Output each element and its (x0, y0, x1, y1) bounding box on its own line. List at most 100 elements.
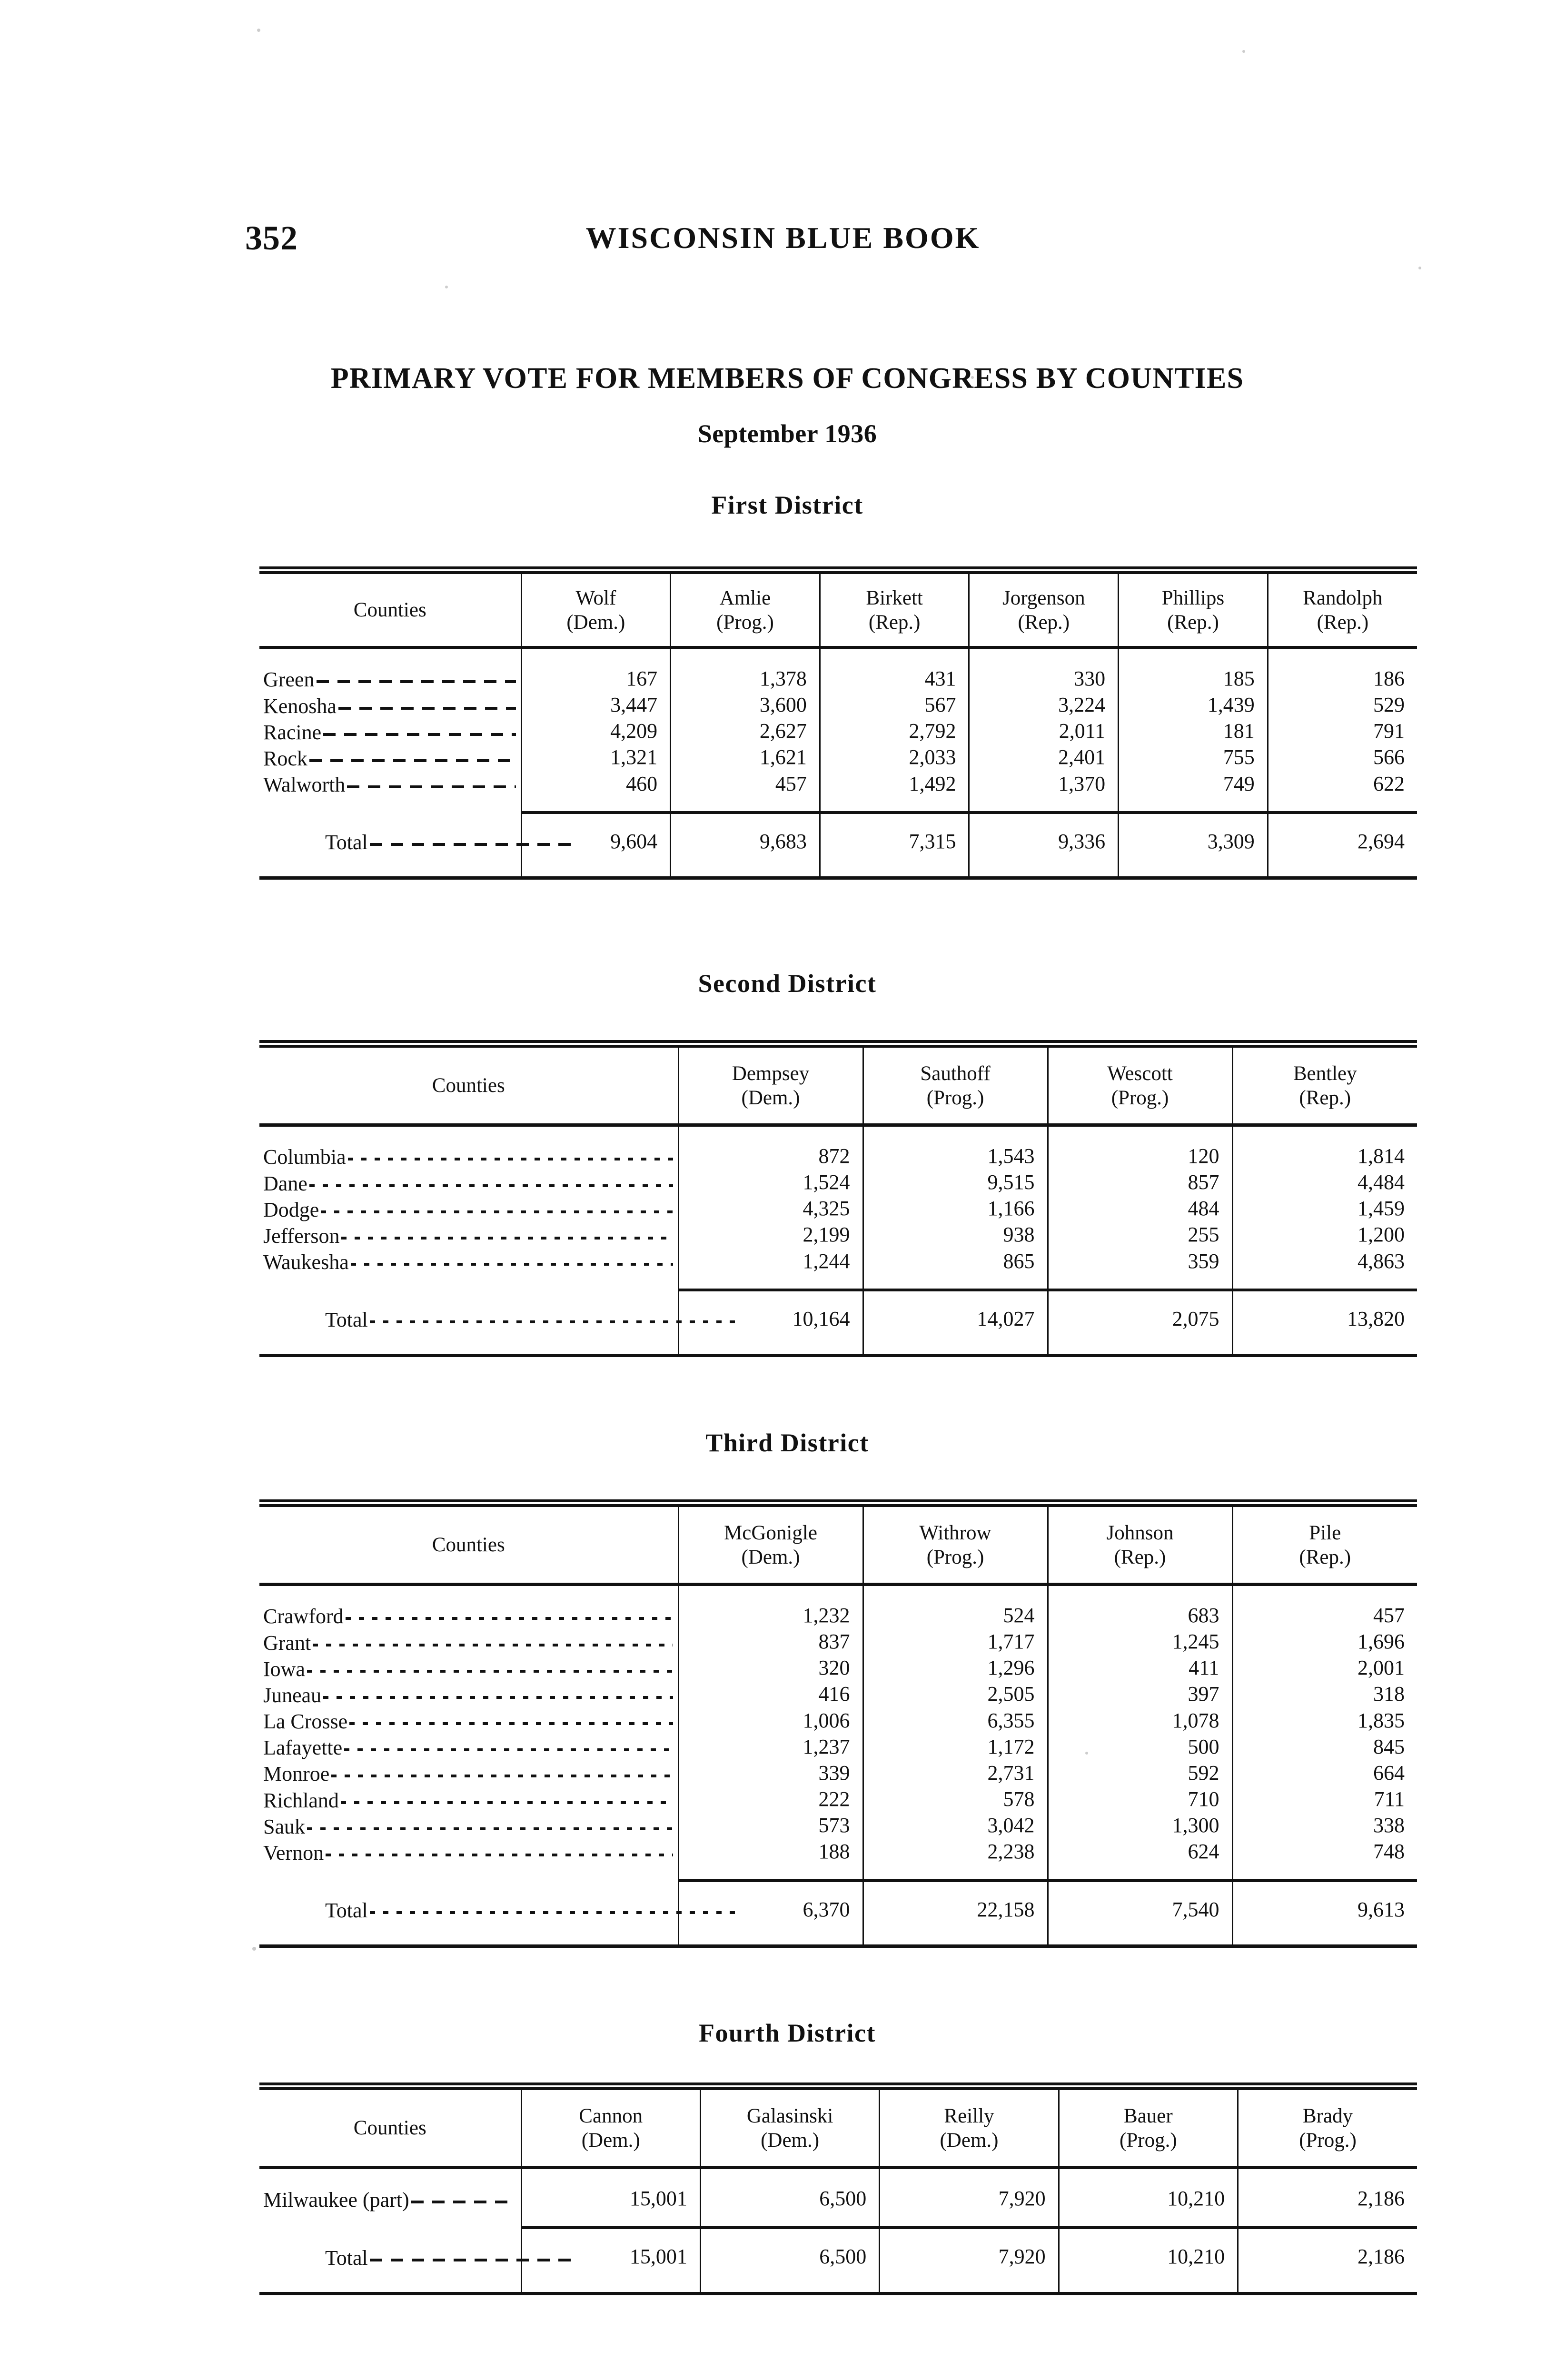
bottom-spacer-row (259, 1923, 1417, 1945)
candidate-name: McGonigle (724, 1522, 817, 1544)
county-name: Kenosha (263, 694, 337, 718)
counties-header-label: Counties (432, 1074, 505, 1097)
vote-cell: 10,210 (1058, 2185, 1238, 2212)
vote-cell: 1,237 (677, 1734, 863, 1760)
leader-dots (347, 1143, 678, 1164)
candidate-party: (Dem.) (761, 2129, 820, 2152)
candidate-party: (Rep.) (868, 611, 921, 634)
vote-cell: 338 (1231, 1812, 1417, 1839)
total-vote-cell: 14,027 (862, 1306, 1048, 1332)
vote-cell: 1,370 (968, 771, 1119, 797)
district-table: Counties Wolf (Dem.) Amlie (Prog.) Birkett (Re… (259, 566, 1417, 880)
leader-dots (369, 2244, 583, 2265)
scan-speck (1242, 50, 1245, 53)
vote-cell: 484 (1047, 1195, 1232, 1222)
scan-speck (1418, 267, 1421, 269)
total-vote-cell: 10,164 (677, 1306, 863, 1332)
table-row: Juneau 416 2,505 397 318 (259, 1681, 1417, 1708)
vote-cell: 2,627 (670, 718, 820, 744)
leader-dots (331, 1760, 677, 1781)
vote-cell: 1,814 (1231, 1143, 1417, 1170)
column-header-candidate: Cannon (Dem.) (520, 2090, 701, 2166)
vote-cell: 578 (862, 1786, 1048, 1813)
row-county-cell: Vernon (259, 1839, 678, 1865)
vote-cell: 1,078 (1047, 1707, 1232, 1734)
candidate-party: (Prog.) (1120, 2129, 1177, 2152)
candidate-party: (Rep.) (1114, 1546, 1166, 1568)
county-name: Vernon (263, 1841, 324, 1864)
district-table: Counties Dempsey (Dem.) Sauthoff (Prog.) Wesc… (259, 1040, 1417, 1358)
pre-total-gap (259, 797, 1417, 812)
vote-cell: 3,224 (968, 692, 1119, 718)
vote-cell: 416 (677, 1681, 863, 1708)
candidate-name: Reilly (944, 2105, 994, 2127)
candidate-name: Pile (1309, 1522, 1341, 1544)
table-bottom-rule (259, 1944, 1417, 1948)
candidate-name: Phillips (1161, 587, 1225, 609)
leader-dots (349, 1707, 677, 1728)
bottom-spacer-row (259, 1332, 1417, 1354)
vote-cell: 791 (1267, 718, 1417, 744)
total-vote-cell: 2,075 (1047, 1306, 1232, 1332)
candidate-party: (Dem.) (581, 2129, 640, 2152)
candidate-party: (Prog.) (1111, 1086, 1169, 1109)
total-vote-cell: 7,315 (819, 828, 969, 855)
vote-cell: 7,920 (879, 2185, 1059, 2212)
spacer-row (259, 649, 1417, 666)
column-header-counties: Counties (259, 2090, 521, 2166)
candidate-party: (Prog.) (716, 611, 774, 634)
candidate-party: (Dem.) (940, 2129, 999, 2152)
candidate-name: Wolf (575, 587, 616, 609)
table-top-rule (259, 1499, 1417, 1507)
candidate-party: (Prog.) (1299, 2129, 1357, 2152)
leader-dots (316, 665, 521, 686)
total-vote-cell: 15,001 (520, 2243, 701, 2271)
page-subtitle: September 1936 (697, 419, 877, 448)
vote-cell: 411 (1047, 1655, 1232, 1681)
vote-cell: 1,717 (862, 1628, 1048, 1655)
vote-cell: 186 (1267, 665, 1417, 692)
total-row: Total 15,001 6,500 7,920 10,210 2,186 (259, 2243, 1417, 2271)
candidate-name: Amlie (719, 587, 771, 609)
candidate-name: Birkett (866, 587, 923, 609)
total-separator-rule (259, 2226, 1417, 2230)
row-county-cell: Rock (259, 744, 521, 771)
leader-dots (307, 1813, 678, 1834)
candidate-name: Cannon (579, 2105, 643, 2127)
county-name: Total (325, 1308, 368, 1332)
vote-cell: 6,500 (699, 2185, 880, 2212)
spacer-row (259, 1127, 1417, 1143)
county-name: Sauk (263, 1815, 305, 1838)
vote-cell: 748 (1231, 1838, 1417, 1865)
column-header-candidate: Birkett (Rep.) (819, 574, 969, 646)
column-header-candidate: Galasinski (Dem.) (699, 2090, 880, 2166)
vote-cell: 1,296 (862, 1655, 1048, 1681)
candidate-party: (Dem.) (741, 1546, 800, 1568)
counties-header-label: Counties (353, 2117, 426, 2140)
column-header-candidate: Pile (Rep.) (1231, 1507, 1417, 1583)
table-row: Columbia 872 1,543 120 1,814 (259, 1143, 1417, 1170)
vote-cell: 683 (1047, 1602, 1232, 1629)
header-bottom-rule (259, 2166, 1417, 2170)
table-row: Richland 222 578 710 711 (259, 1786, 1417, 1813)
column-header-counties: Counties (259, 1507, 678, 1583)
vote-cell: 1,524 (677, 1169, 863, 1196)
pre-total-gap (259, 2212, 1417, 2227)
leader-dots (309, 744, 521, 765)
candidate-party: (Prog.) (926, 1546, 984, 1568)
vote-cell: 15,001 (520, 2185, 701, 2212)
vote-cell: 837 (677, 1628, 863, 1655)
total-vote-cell: 3,309 (1118, 828, 1268, 855)
table-row: Iowa 320 1,296 411 2,001 (259, 1655, 1417, 1681)
district-title: Third District (705, 1428, 869, 1457)
table-row: Jefferson 2,199 938 255 1,200 (259, 1221, 1417, 1249)
leader-dots (326, 1839, 677, 1860)
vote-cell: 3,042 (862, 1812, 1048, 1839)
leader-dots (340, 1786, 678, 1807)
district-table: Counties McGonigle (Dem.) Withrow (Prog.) Joh… (259, 1499, 1417, 1948)
table-row: Lafayette 1,237 1,172 500 845 (259, 1734, 1417, 1760)
vote-cell: 938 (862, 1221, 1048, 1249)
vote-cell: 567 (819, 692, 969, 718)
table-body: Columbia 872 1,543 120 1,814 Dane 1,524 9,515 85… (259, 1127, 1417, 1354)
vote-cell: 524 (862, 1602, 1048, 1629)
